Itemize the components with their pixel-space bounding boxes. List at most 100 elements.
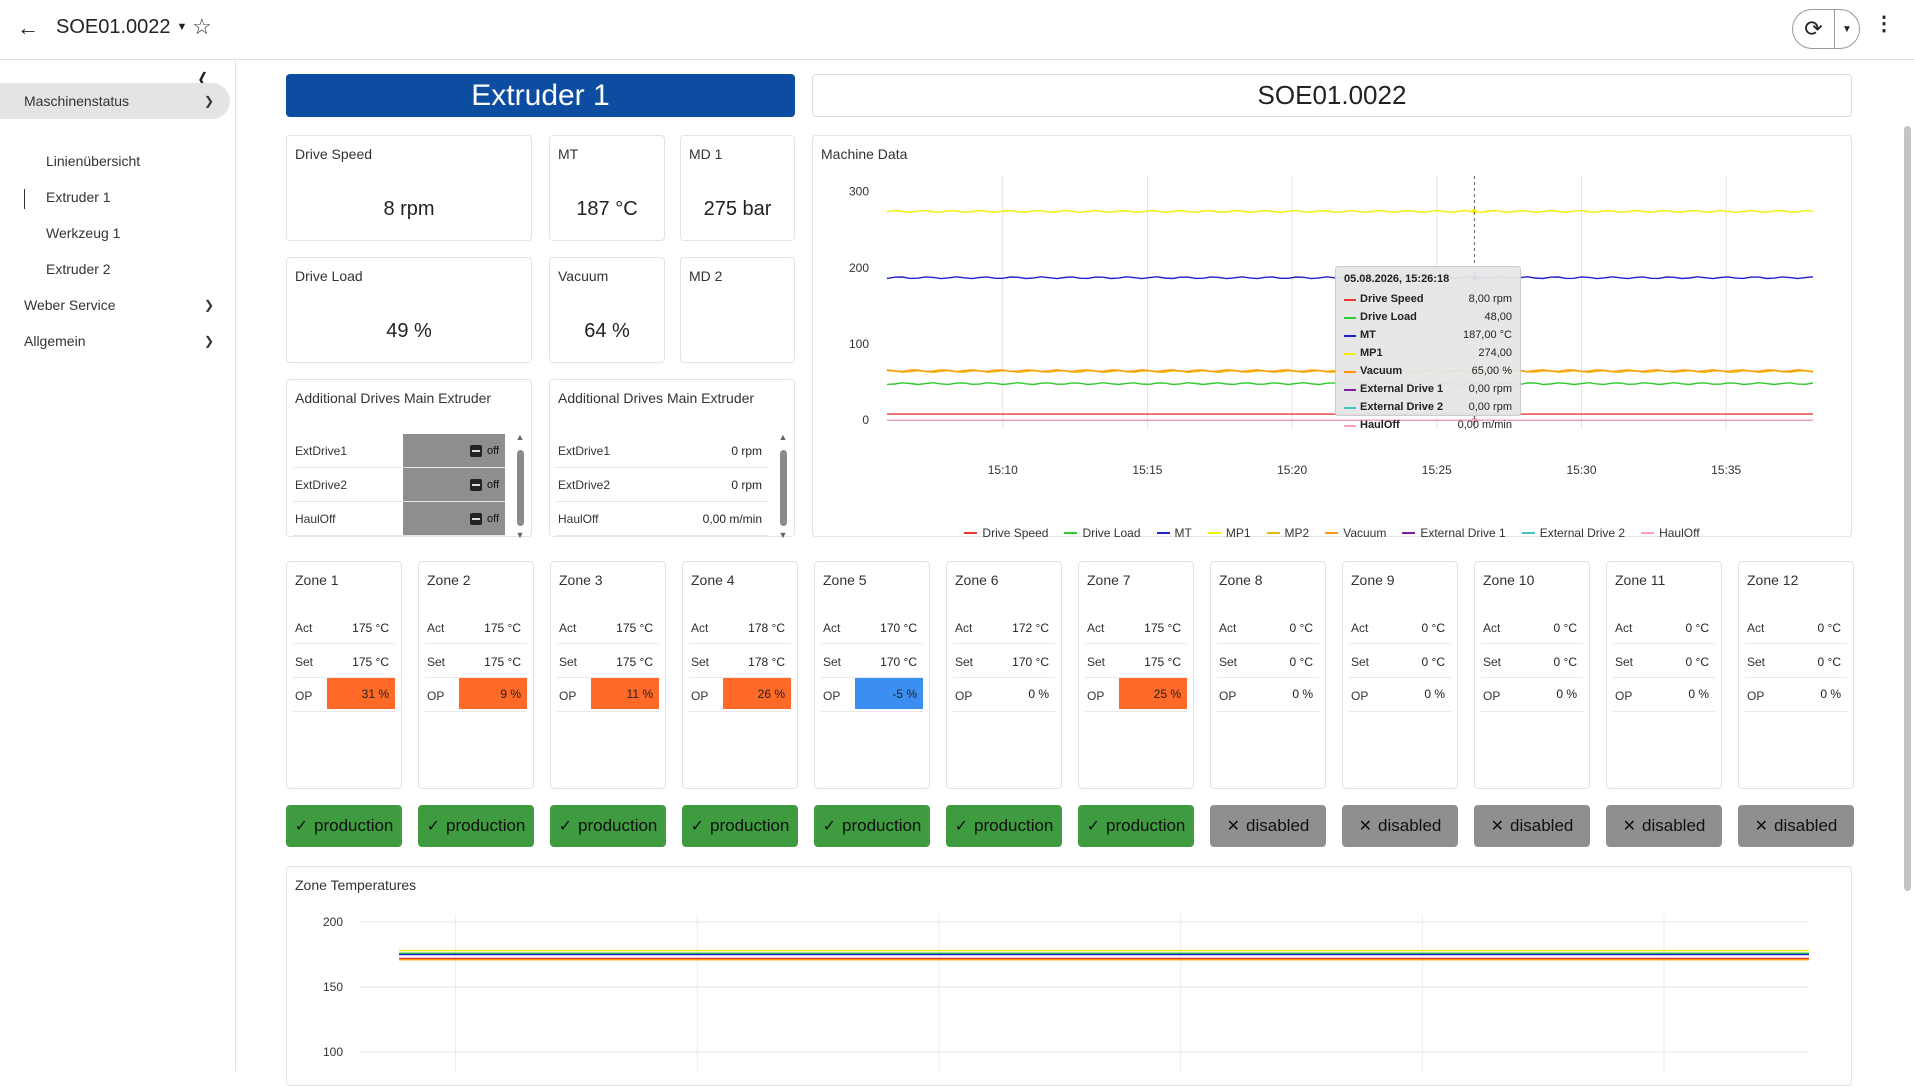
tooltip-series-name: HaulOff bbox=[1360, 419, 1400, 431]
zone-card: Zone 8 Act 0 °C Set 0 °C OP 0 % bbox=[1210, 561, 1326, 789]
additional-drives-card-2: Additional Drives Main Extruder ExtDrive… bbox=[549, 379, 795, 540]
zone-set-row: Set 0 °C bbox=[1217, 644, 1319, 678]
zone-act-value: 175 °C bbox=[352, 621, 389, 635]
page-scrollbar[interactable] bbox=[1904, 126, 1911, 891]
zone-act-row: Act 0 °C bbox=[1613, 610, 1715, 644]
zone-set-value: 0 °C bbox=[1421, 655, 1445, 669]
zone-status-button[interactable]: ✓ production bbox=[550, 805, 666, 847]
y-tick-label: 100 bbox=[323, 1045, 343, 1059]
hover-point bbox=[1471, 208, 1477, 214]
chevron-left-icon[interactable]: ❮ bbox=[197, 71, 209, 88]
zone-op-row: OP 0 % bbox=[1481, 678, 1583, 712]
sidebar-item-allgemein[interactable]: Allgemein ❯ bbox=[0, 323, 230, 359]
zone-set-value: 175 °C bbox=[1144, 655, 1181, 669]
close-icon: ✕ bbox=[1358, 818, 1373, 835]
zone-set-row: Set 170 °C bbox=[821, 644, 923, 678]
zone-status-button[interactable]: ✓ production bbox=[946, 805, 1062, 847]
more-vertical-icon[interactable]: ⋮ bbox=[1874, 13, 1894, 35]
arrow-up-icon[interactable]: ▲ bbox=[515, 432, 525, 442]
zone-status-button[interactable]: ✕ disabled bbox=[1342, 805, 1458, 847]
zone-status-button[interactable]: ✓ production bbox=[814, 805, 930, 847]
zone-op-value: 11 % bbox=[591, 678, 659, 709]
zone-act-value: 170 °C bbox=[880, 621, 917, 635]
sidebar-subitem-extruder-2[interactable]: Extruder 2 bbox=[46, 261, 111, 277]
zone-status-button[interactable]: ✓ production bbox=[1078, 805, 1194, 847]
zone-status-button[interactable]: ✕ disabled bbox=[1606, 805, 1722, 847]
legend-item[interactable]: MP1 bbox=[1207, 526, 1251, 540]
machine-selector[interactable]: SOE01.0022 ▼ bbox=[56, 16, 187, 39]
tile-label: MD 2 bbox=[689, 268, 723, 284]
zone-status-button[interactable]: ✓ production bbox=[286, 805, 402, 847]
zone-set-row: Set 175 °C bbox=[293, 644, 395, 678]
zone-label: OP bbox=[1219, 689, 1237, 703]
zone-op-row: OP 0 % bbox=[1745, 678, 1847, 712]
sidebar-item-weber-service[interactable]: Weber Service ❯ bbox=[0, 287, 230, 323]
legend-swatch bbox=[1064, 532, 1078, 534]
zone-label: Act bbox=[295, 621, 313, 635]
drive-speed-tile: Drive Speed 8 rpm bbox=[286, 135, 532, 241]
legend-item[interactable]: MP2 bbox=[1266, 526, 1309, 540]
drive-state: off bbox=[486, 444, 499, 457]
sidebar-subitem-extruder-1[interactable]: Extruder 1 bbox=[46, 189, 111, 205]
zone-act-value: 0 °C bbox=[1685, 621, 1709, 635]
arrow-up-icon[interactable]: ▲ bbox=[778, 432, 788, 442]
legend-item[interactable]: HaulOff bbox=[1641, 526, 1700, 540]
sidebar-subitem-linienuebersicht[interactable]: Linienübersicht bbox=[46, 153, 141, 169]
caret-down-icon: ▼ bbox=[176, 21, 188, 33]
additional-drives-card-1: Additional Drives Main Extruder ExtDrive… bbox=[286, 379, 532, 540]
check-icon: ✓ bbox=[822, 818, 836, 835]
scroll-thumb[interactable] bbox=[517, 450, 524, 526]
zone-card: Zone 4 Act 178 °C Set 178 °C OP 26 % bbox=[682, 561, 798, 789]
refresh-icon[interactable]: ⟳ bbox=[1793, 10, 1835, 48]
top-app-bar: ← SOE01.0022 ▼ ☆ ⟳ ▼ ⋮ bbox=[0, 0, 1914, 60]
legend-item[interactable]: MT bbox=[1156, 526, 1192, 540]
sidebar-subitem-werkzeug-1[interactable]: Werkzeug 1 bbox=[46, 225, 121, 241]
zone-act-value: 172 °C bbox=[1012, 621, 1049, 635]
zone-act-value: 175 °C bbox=[484, 621, 521, 635]
tooltip-row: External Drive 1 0,00 rpm bbox=[1344, 383, 1512, 401]
tooltip-series-name: MT bbox=[1360, 329, 1376, 341]
zone-card: Zone 2 Act 175 °C Set 175 °C OP 9 % bbox=[418, 561, 534, 789]
x-tick-label: 15:25 bbox=[1422, 463, 1452, 477]
active-indicator bbox=[24, 189, 25, 209]
legend-item[interactable]: External Drive 2 bbox=[1521, 526, 1625, 540]
arrow-down-icon[interactable]: ▼ bbox=[515, 530, 525, 540]
zone-set-value: 0 °C bbox=[1553, 655, 1577, 669]
zone-set-value: 175 °C bbox=[352, 655, 389, 669]
legend-item[interactable]: Drive Load bbox=[1064, 526, 1141, 540]
sidebar-item-maschinenstatus[interactable]: Maschinenstatus ❯ bbox=[0, 83, 230, 119]
machine-data-chart[interactable]: 15:10 15:15 15:20 15:25 15:30 15:35 0 100 200 300 bbox=[813, 136, 1853, 516]
zone-status-button[interactable]: ✕ disabled bbox=[1210, 805, 1326, 847]
sidebar-item-label: Weber Service bbox=[24, 297, 116, 313]
arrow-down-icon[interactable]: ▼ bbox=[778, 530, 788, 540]
zone-label: Set bbox=[1219, 655, 1238, 669]
drive-off-toggle[interactable]: off bbox=[403, 502, 505, 535]
drive-label: ExtDrive2 bbox=[295, 478, 348, 492]
caret-down-icon[interactable]: ▼ bbox=[1842, 23, 1852, 35]
zone-status-button[interactable]: ✕ disabled bbox=[1738, 805, 1854, 847]
chevron-up-icon: ❯ bbox=[203, 94, 214, 108]
zone-status-label: disabled bbox=[1774, 816, 1838, 835]
zone-status-button[interactable]: ✕ disabled bbox=[1474, 805, 1590, 847]
legend-item[interactable]: External Drive 1 bbox=[1402, 526, 1506, 540]
legend-swatch bbox=[1156, 532, 1170, 534]
zone-op-row: OP 26 % bbox=[689, 678, 791, 712]
drives-scrollbar[interactable]: ▲ ▼ bbox=[515, 432, 525, 540]
zone-temperatures-chart[interactable]: 100 150 200 bbox=[287, 867, 1853, 1087]
star-outline-icon[interactable]: ☆ bbox=[192, 14, 212, 39]
tile-label: Vacuum bbox=[558, 268, 609, 284]
drive-off-toggle[interactable]: off bbox=[403, 468, 505, 501]
legend-item[interactable]: Drive Speed bbox=[964, 526, 1048, 540]
tooltip-row: HaulOff 0,00 m/min bbox=[1344, 419, 1512, 437]
scroll-thumb[interactable] bbox=[780, 450, 787, 526]
zone-op-row: OP 25 % bbox=[1085, 678, 1187, 712]
zone-op-row: OP 9 % bbox=[425, 678, 527, 712]
legend-swatch bbox=[1521, 532, 1535, 534]
drives-scrollbar[interactable]: ▲ ▼ bbox=[778, 432, 788, 540]
legend-item[interactable]: Vacuum bbox=[1325, 526, 1386, 540]
zone-status-button[interactable]: ✓ production bbox=[418, 805, 534, 847]
zone-status-button[interactable]: ✓ production bbox=[682, 805, 798, 847]
arrow-left-icon[interactable]: ← bbox=[17, 15, 39, 40]
drive-off-toggle[interactable]: off bbox=[403, 434, 505, 467]
refresh-control: ⟳ ▼ bbox=[1792, 9, 1860, 49]
